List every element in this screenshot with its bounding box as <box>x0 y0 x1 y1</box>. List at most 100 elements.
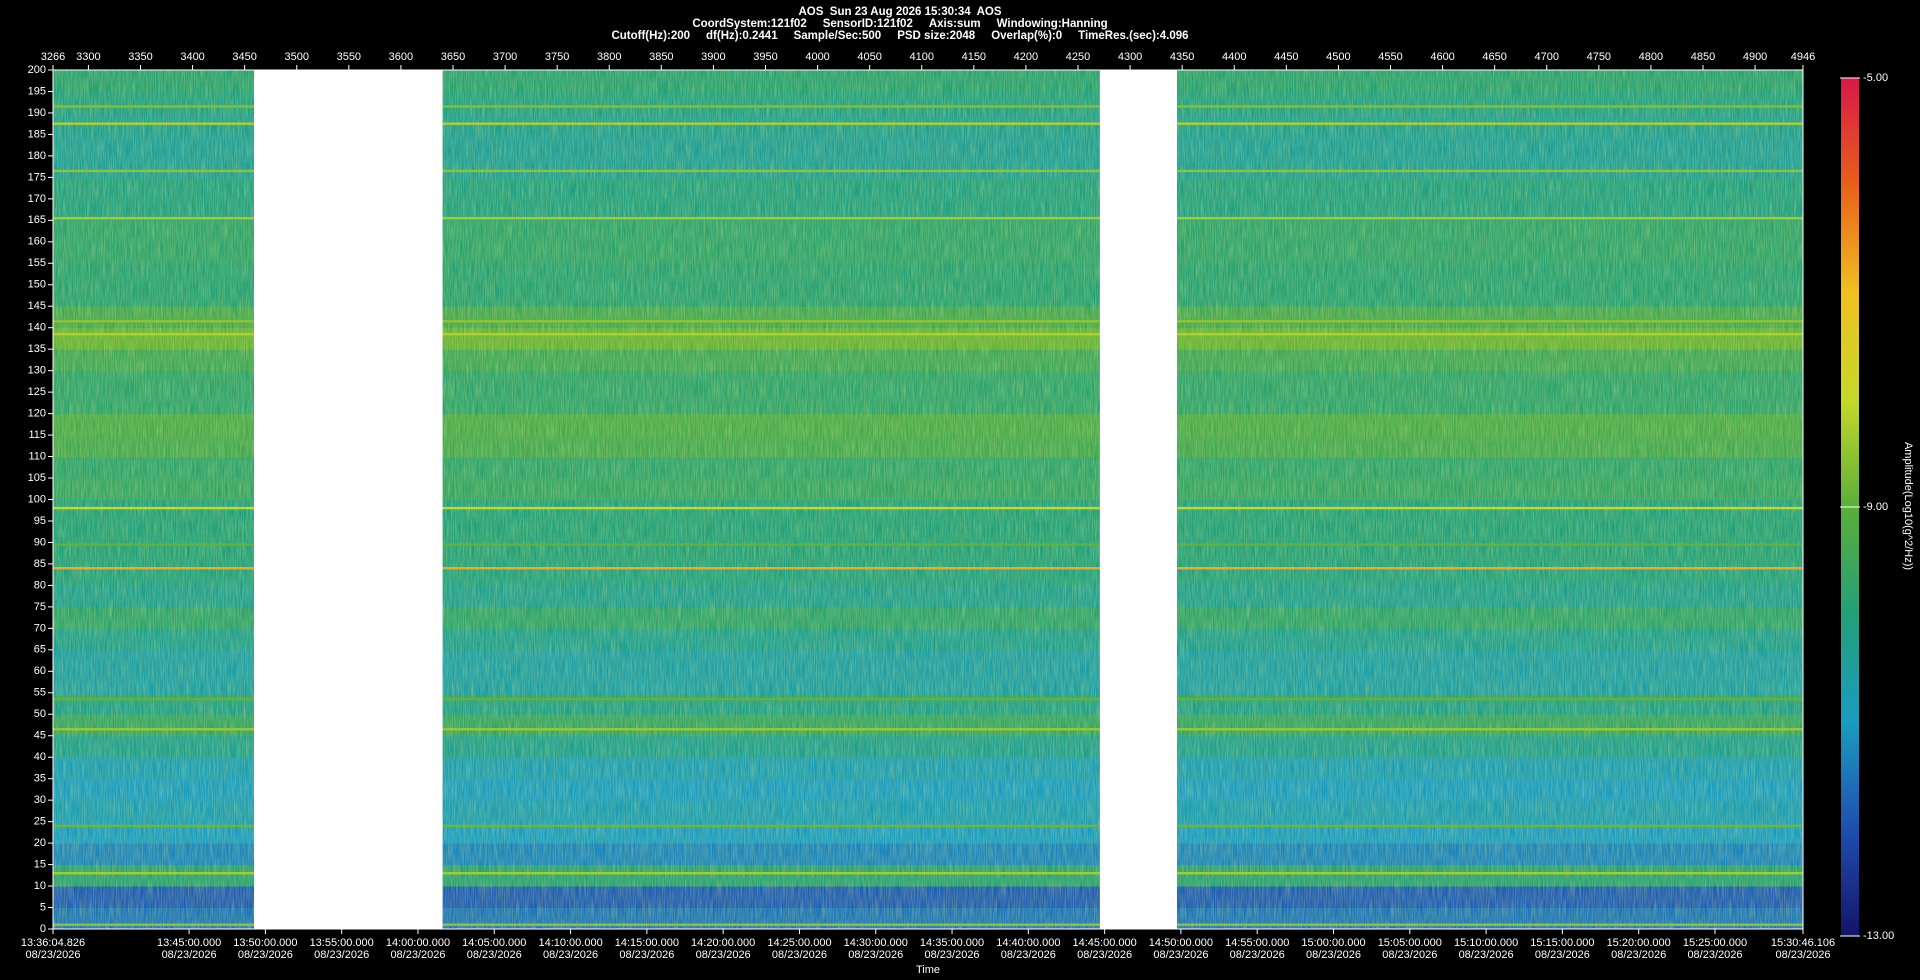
y-tick-label: 70 <box>34 622 46 634</box>
x2-tick-label: 3900 <box>701 51 725 63</box>
info-item: PSD size:2048 <box>897 30 976 42</box>
info-item: df(Hz):0.2441 <box>706 30 778 42</box>
x-tick-label: 14:00:00.000 <box>386 937 450 949</box>
x-tick-date: 08/23/2026 <box>1611 949 1666 961</box>
x2-tick-label: 4500 <box>1326 51 1350 63</box>
y-tick-label: 165 <box>28 214 46 226</box>
x-tick-label: 14:35:00.000 <box>920 937 984 949</box>
data-gap <box>254 70 443 929</box>
x2-tick-label: 4900 <box>1743 51 1767 63</box>
x2-tick-label: 3400 <box>180 51 204 63</box>
x2-tick-label: 3450 <box>232 51 256 63</box>
x-tick-date: 08/23/2026 <box>1687 949 1742 961</box>
y-tick-label: 50 <box>34 708 46 720</box>
data-gap <box>1099 70 1177 929</box>
x-tick-date: 08/23/2026 <box>1077 949 1132 961</box>
x2-tick-label: 4200 <box>1014 51 1038 63</box>
x-tick-label: 14:15:00.000 <box>615 937 679 949</box>
y-tick-label: 175 <box>28 171 46 183</box>
spectral-line <box>53 698 1803 701</box>
info-item: SensorID:121f02 <box>823 18 913 30</box>
y-tick-label: 170 <box>28 193 46 205</box>
x2-tick-label: 4000 <box>805 51 829 63</box>
y-tick-label: 125 <box>28 386 46 398</box>
info-item: Overlap(%):0 <box>991 30 1062 42</box>
x-tick-label: 15:30:46.106 <box>1771 937 1835 949</box>
x2-tick-label: 3950 <box>753 51 777 63</box>
x-tick-label: 15:05:00.000 <box>1378 937 1442 949</box>
x-axis-label: Time <box>916 964 940 976</box>
x2-tick-label: 3700 <box>493 51 517 63</box>
y-tick-label: 60 <box>34 665 46 677</box>
x2-tick-label: 4946 <box>1791 51 1815 63</box>
x-tick-label: 15:00:00.000 <box>1301 937 1365 949</box>
x2-tick-label: 3600 <box>389 51 413 63</box>
x-tick-label: 15:25:00.000 <box>1683 937 1747 949</box>
x2-tick-label: 3800 <box>597 51 621 63</box>
x2-tick-label: 4150 <box>962 51 986 63</box>
x-tick-label: 15:20:00.000 <box>1607 937 1671 949</box>
y-tick-label: 120 <box>28 408 46 420</box>
y-tick-label: 95 <box>34 515 46 527</box>
spectral-line <box>53 567 1803 570</box>
x-tick-label: 14:05:00.000 <box>462 937 526 949</box>
spectral-line <box>53 506 1803 510</box>
x-tick-date: 08/23/2026 <box>314 949 369 961</box>
x2-tick-label: 3266 <box>41 51 65 63</box>
x2-tick-label: 3300 <box>76 51 100 63</box>
info-item: Windowing:Hanning <box>997 18 1108 30</box>
x-tick-date: 08/23/2026 <box>1230 949 1285 961</box>
x-tick-date: 08/23/2026 <box>238 949 293 961</box>
x-tick-label: 14:10:00.000 <box>538 937 602 949</box>
spectral-line <box>53 543 1803 546</box>
y-tick-label: 145 <box>28 300 46 312</box>
info-item: Cutoff(Hz):200 <box>611 30 690 42</box>
y-tick-label: 85 <box>34 558 46 570</box>
x-tick-date: 08/23/2026 <box>390 949 445 961</box>
info-item: TimeRes.(sec):4.096 <box>1078 30 1188 42</box>
spectral-line <box>53 320 1803 323</box>
y-tick-label: 25 <box>34 816 46 828</box>
y-tick-label: 180 <box>28 150 46 162</box>
colorbar-tick-label: -9.00 <box>1863 501 1888 513</box>
info-item: Sample/Sec:500 <box>794 30 882 42</box>
y-tick-label: 0 <box>40 923 46 935</box>
x2-tick-label: 4800 <box>1639 51 1663 63</box>
y-tick-label: 190 <box>28 107 46 119</box>
x2-tick-label: 4050 <box>857 51 881 63</box>
y-tick-label: 10 <box>34 880 46 892</box>
colorbar-tick-label: -5.00 <box>1863 72 1888 84</box>
x-tick-date: 08/23/2026 <box>1306 949 1361 961</box>
y-tick-label: 185 <box>28 128 46 140</box>
spectral-line <box>53 105 1803 108</box>
spectral-line <box>53 871 1803 875</box>
y-tick-label: 30 <box>34 794 46 806</box>
x2-tick-label: 3650 <box>441 51 465 63</box>
spectral-line <box>53 824 1803 828</box>
y-tick-label: 5 <box>40 901 46 913</box>
x-tick-date: 08/23/2026 <box>848 949 903 961</box>
y-tick-label: 140 <box>28 322 46 334</box>
y-tick-label: 105 <box>28 472 46 484</box>
x2-tick-label: 4400 <box>1222 51 1246 63</box>
x-tick-date: 08/23/2026 <box>1001 949 1056 961</box>
y-tick-label: 115 <box>28 429 46 441</box>
x2-tick-label: 4650 <box>1482 51 1506 63</box>
x-tick-date: 08/23/2026 <box>162 949 217 961</box>
x-tick-date: 08/23/2026 <box>772 949 827 961</box>
x2-tick-label: 4100 <box>910 51 934 63</box>
y-tick-label: 55 <box>34 687 46 699</box>
x-tick-date: 08/23/2026 <box>1775 949 1830 961</box>
x-tick-label: 13:45:00.000 <box>157 937 221 949</box>
x-tick-date: 08/23/2026 <box>543 949 598 961</box>
x-tick-date: 08/23/2026 <box>619 949 674 961</box>
x2-tick-label: 4550 <box>1378 51 1402 63</box>
x2-tick-label: 3350 <box>128 51 152 63</box>
x2-tick-label: 4450 <box>1274 51 1298 63</box>
info-item: Axis:sum <box>929 18 981 30</box>
x-tick-date: 08/23/2026 <box>1382 949 1437 961</box>
colorbar-label: Amplitude(Log10(g^2/Hz)) <box>1902 442 1914 570</box>
y-tick-label: 40 <box>34 751 46 763</box>
y-tick-label: 130 <box>28 365 46 377</box>
x2-tick-label: 4600 <box>1430 51 1454 63</box>
